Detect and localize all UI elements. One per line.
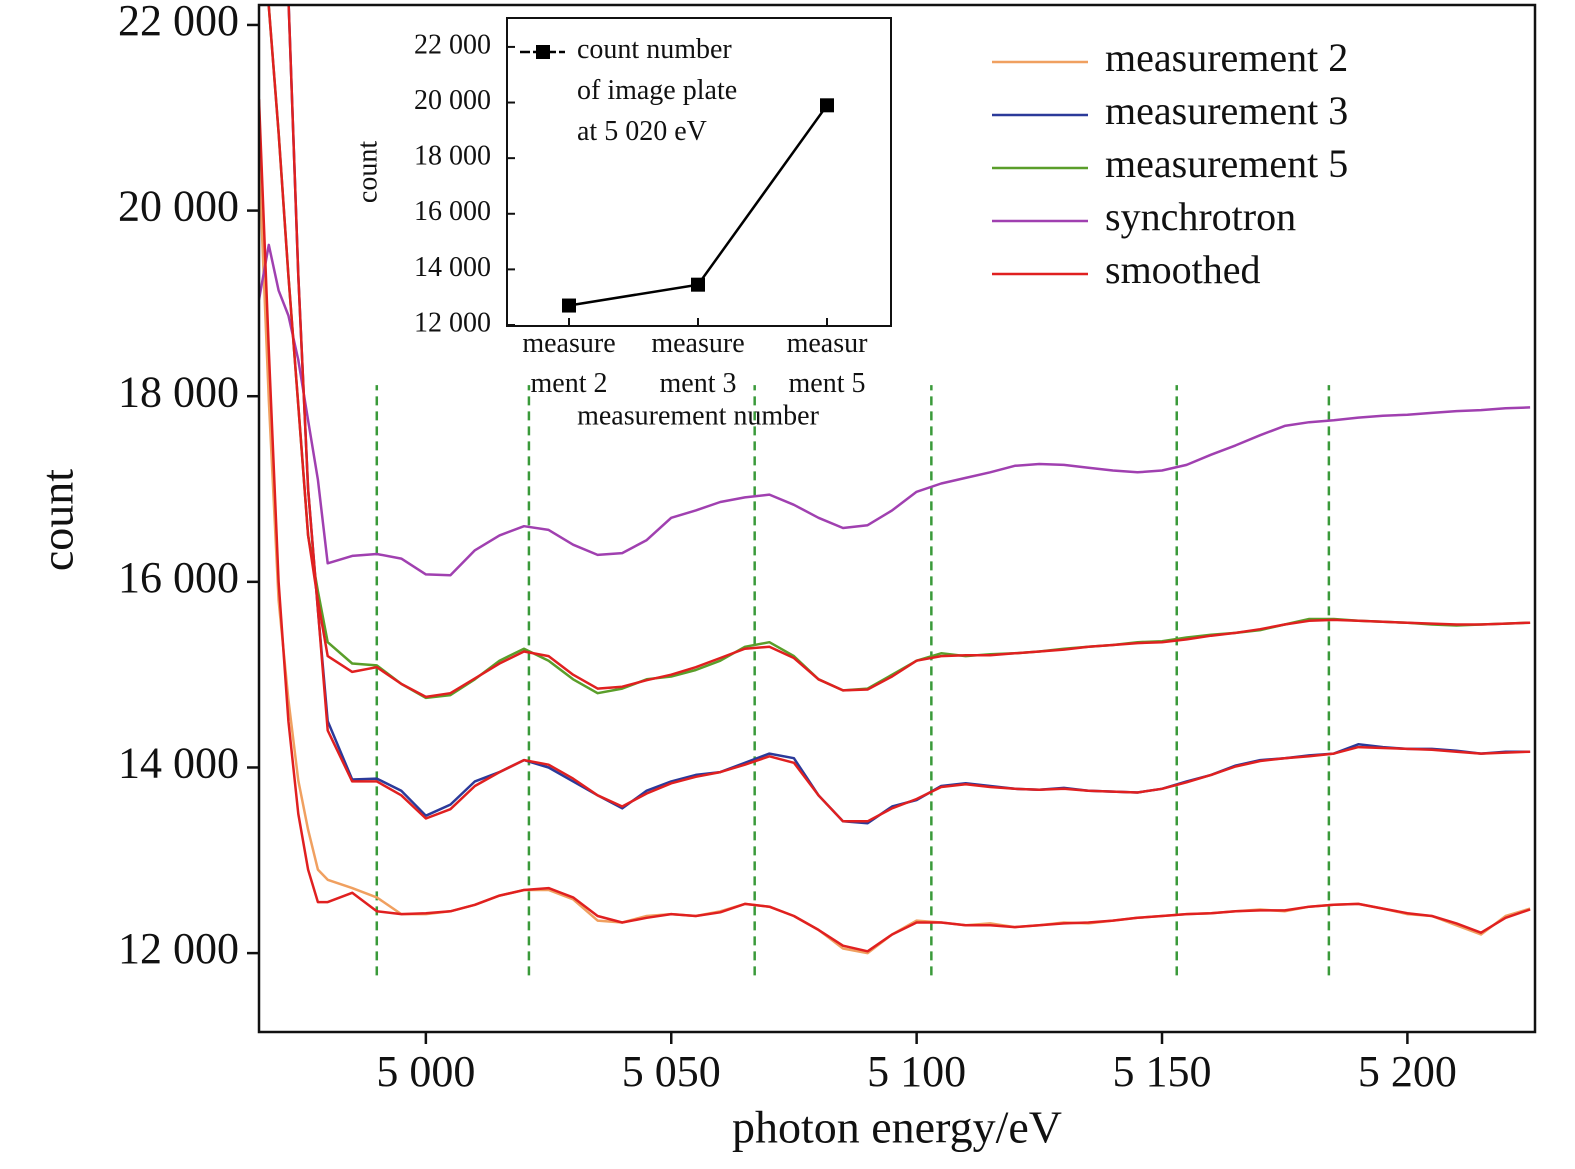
series-line [267, 5, 1531, 699]
x-tick-label: 5 100 [867, 1047, 966, 1096]
inset-y-axis-title: count [352, 141, 383, 203]
x-tick-label: 5 200 [1358, 1047, 1457, 1096]
plot-frame [257, 3, 1537, 1034]
plot-lines [259, 5, 1531, 955]
inset-x-tick-label: measure ment 3 [651, 328, 744, 399]
inset-legend-label: count number of image plate at 5 020 eV [577, 34, 737, 147]
legend-label: synchrotron [1105, 194, 1296, 239]
series-line [259, 99, 1531, 953]
x-tick-label: 5 000 [376, 1047, 475, 1096]
inset-marker [691, 277, 705, 292]
inset-marker [820, 98, 834, 113]
x-tick-label: 5 050 [622, 1047, 721, 1096]
x-axis-title: photon energy/eV [732, 1102, 1062, 1153]
inset-y-tick-label: 14 000 [414, 252, 491, 283]
y-axis-title: count [32, 469, 83, 571]
inset-marker [562, 298, 576, 313]
inset-x-tick-label: measure ment 2 [522, 328, 615, 399]
series-line [287, 5, 1531, 823]
x-tick-label: 5 150 [1113, 1047, 1212, 1096]
y-tick-label: 20 000 [118, 182, 239, 231]
y-tick-label: 18 000 [118, 367, 239, 416]
y-tick-label: 22 000 [118, 0, 239, 45]
inset-x-tick-label: measur ment 5 [787, 328, 869, 399]
legend-label: measurement 3 [1105, 88, 1348, 133]
inset-frame [506, 17, 892, 327]
inset-y-tick-label: 22 000 [414, 29, 491, 60]
inset-x-axis-title: measurement number [577, 400, 819, 431]
y-tick-label: 12 000 [118, 924, 239, 973]
inset-y-tick-label: 18 000 [414, 141, 491, 172]
legend-label: smoothed [1105, 247, 1261, 292]
legend-label: measurement 2 [1105, 35, 1348, 80]
inset-legend-marker [536, 45, 550, 59]
y-tick-label: 16 000 [118, 553, 239, 602]
inset-y-tick-label: 16 000 [414, 196, 491, 227]
y-tick-label: 14 000 [118, 739, 239, 788]
series-line [259, 243, 1531, 577]
inset-y-tick-label: 20 000 [414, 85, 491, 116]
inset-y-tick-label: 12 000 [414, 307, 491, 338]
legend-label: measurement 5 [1105, 141, 1348, 186]
